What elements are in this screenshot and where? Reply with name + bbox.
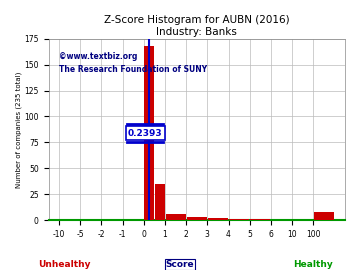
Text: ©www.textbiz.org: ©www.textbiz.org xyxy=(59,52,138,61)
Text: 0.2393: 0.2393 xyxy=(128,129,163,137)
Bar xyxy=(166,214,186,220)
Bar xyxy=(155,184,165,220)
Y-axis label: Number of companies (235 total): Number of companies (235 total) xyxy=(15,71,22,188)
Bar xyxy=(208,218,228,220)
Text: Healthy: Healthy xyxy=(293,260,333,269)
Bar xyxy=(187,217,207,220)
Bar xyxy=(229,219,249,220)
Text: Unhealthy: Unhealthy xyxy=(39,260,91,269)
Title: Z-Score Histogram for AUBN (2016)
Industry: Banks: Z-Score Histogram for AUBN (2016) Indust… xyxy=(104,15,289,37)
Text: Score: Score xyxy=(166,260,194,269)
Bar xyxy=(250,219,270,220)
Text: The Research Foundation of SUNY: The Research Foundation of SUNY xyxy=(59,65,207,74)
Bar xyxy=(314,212,334,220)
Bar xyxy=(144,46,154,220)
